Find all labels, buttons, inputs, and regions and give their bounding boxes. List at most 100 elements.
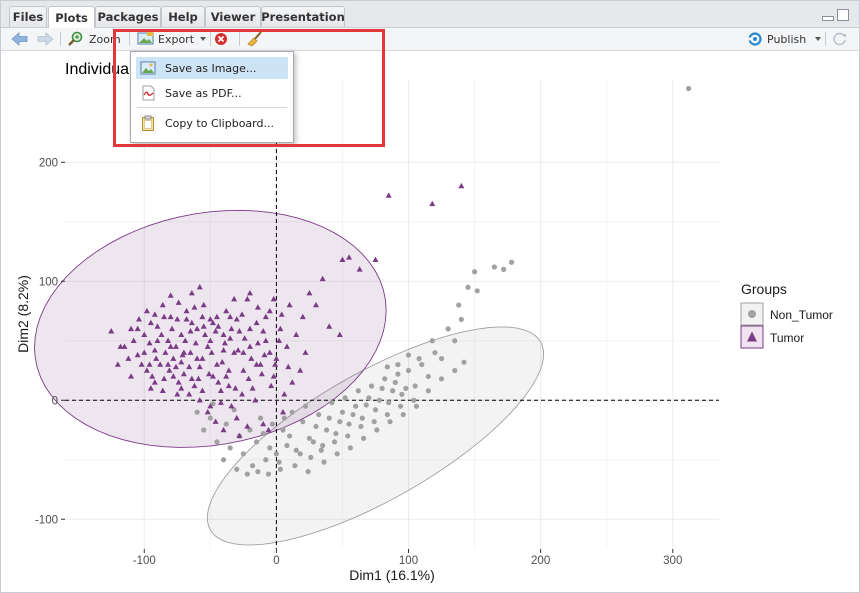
maximize-pane-icon[interactable]	[837, 9, 849, 21]
data-point-non-tumor	[310, 439, 316, 445]
tab-packages[interactable]: Packages	[95, 6, 161, 27]
y-axis-label: Dim2 (8.2%)	[15, 275, 31, 353]
forward-button[interactable]	[36, 30, 54, 48]
export-button[interactable]: Export	[137, 30, 208, 48]
data-point-non-tumor	[293, 447, 299, 453]
data-point-non-tumor	[371, 419, 377, 425]
copy-to-clipboard-menu-item[interactable]: Copy to Clipboard...	[136, 112, 288, 134]
data-point-non-tumor	[413, 403, 420, 409]
image-file-icon	[140, 61, 156, 75]
remove-plot-button[interactable]	[214, 30, 228, 48]
zoom-button[interactable]: Zoom	[67, 30, 121, 48]
data-point-non-tumor	[231, 407, 237, 413]
publish-button[interactable]: Publish	[746, 30, 823, 48]
data-point-non-tumor	[508, 259, 515, 265]
remove-plot-icon	[215, 33, 227, 45]
minimize-pane-icon[interactable]	[822, 16, 834, 21]
data-point-tumor	[272, 361, 279, 367]
tab-files[interactable]: Files	[9, 6, 47, 27]
data-point-tumor	[180, 349, 187, 355]
data-point-non-tumor	[347, 445, 353, 451]
data-point-tumor	[306, 289, 313, 296]
data-point-tumor	[167, 292, 174, 298]
data-point-tumor	[199, 387, 206, 393]
data-point-tumor	[135, 316, 142, 322]
data-point-tumor	[191, 304, 198, 310]
data-point-non-tumor	[253, 439, 260, 445]
data-point-non-tumor	[452, 338, 458, 344]
data-point-tumor	[178, 358, 185, 365]
tab-plots[interactable]: Plots	[48, 6, 95, 28]
data-point-tumor	[138, 361, 145, 367]
x-tick-label: 0	[273, 555, 279, 567]
data-point-tumor	[146, 361, 153, 367]
data-point-tumor	[174, 316, 181, 322]
data-point-tumor	[207, 316, 214, 322]
plot-axes: -100 0 100 200 300 -100 0 100 200	[35, 157, 682, 567]
data-point-non-tumor	[324, 427, 330, 433]
data-point-non-tumor	[456, 302, 462, 308]
clear-all-plots-button[interactable]	[246, 30, 264, 48]
data-point-non-tumor	[374, 427, 380, 433]
data-point-non-tumor	[223, 421, 229, 427]
data-point-tumor	[252, 397, 259, 403]
data-point-non-tumor	[452, 367, 458, 374]
tab-viewer[interactable]: Viewer	[205, 6, 261, 27]
data-point-non-tumor	[292, 463, 298, 469]
data-point-tumor	[151, 379, 158, 385]
export-image-icon	[137, 32, 154, 45]
data-point-tumor	[225, 367, 232, 373]
data-point-non-tumor	[326, 415, 332, 421]
data-point-tumor	[262, 337, 269, 343]
data-point-tumor	[151, 311, 158, 317]
refresh-button[interactable]	[832, 30, 848, 48]
data-point-tumor	[187, 328, 194, 334]
data-point-tumor	[183, 307, 190, 314]
data-point-non-tumor	[382, 376, 388, 382]
data-point-non-tumor	[305, 469, 311, 475]
data-point-tumor	[244, 423, 251, 429]
data-point-tumor	[178, 385, 185, 391]
legend: Groups Non_Tumor Tumor	[740, 281, 833, 349]
data-point-non-tumor	[337, 419, 343, 425]
save-as-pdf-menu-item[interactable]: Save as PDF...	[136, 82, 288, 104]
data-point-tumor	[213, 313, 220, 320]
data-point-tumor	[183, 316, 190, 322]
data-point-non-tumor	[491, 264, 497, 270]
data-point-non-tumor	[300, 419, 306, 425]
data-point-tumor	[265, 426, 272, 433]
data-point-non-tumor	[359, 415, 365, 421]
data-point-non-tumor	[257, 415, 264, 421]
data-point-non-tumor	[329, 400, 335, 406]
data-point-tumor	[215, 379, 222, 385]
data-point-tumor	[225, 382, 232, 389]
data-point-non-tumor	[276, 459, 282, 465]
data-point-tumor	[220, 426, 227, 433]
data-point-non-tumor	[250, 463, 256, 469]
tab-presentation[interactable]: Presentation	[261, 6, 345, 27]
data-point-non-tumor	[289, 409, 295, 415]
data-point-tumor	[151, 347, 158, 353]
back-button[interactable]	[11, 30, 29, 48]
tab-help[interactable]: Help	[161, 6, 205, 27]
data-point-tumor	[199, 355, 206, 361]
copy-to-clipboard-label: Copy to Clipboard...	[165, 116, 274, 130]
data-point-tumor	[188, 289, 195, 296]
data-point-tumor	[336, 331, 343, 338]
data-point-tumor	[159, 301, 166, 308]
chevron-down-icon	[815, 37, 822, 41]
save-as-image-menu-item[interactable]: Save as Image...	[136, 57, 288, 79]
data-point-tumor	[231, 295, 238, 302]
confidence-ellipses	[34, 209, 545, 546]
data-point-tumor	[154, 323, 161, 329]
data-point-tumor	[302, 349, 309, 355]
publish-icon	[746, 32, 762, 46]
data-point-non-tumor	[321, 459, 327, 465]
data-point-tumor	[207, 403, 214, 409]
data-point-tumor	[217, 387, 224, 393]
data-point-non-tumor	[372, 407, 379, 413]
data-point-non-tumor	[265, 471, 272, 477]
legend-label-tumor: Tumor	[770, 331, 804, 345]
data-point-non-tumor	[263, 457, 269, 463]
data-point-tumor	[262, 313, 269, 320]
